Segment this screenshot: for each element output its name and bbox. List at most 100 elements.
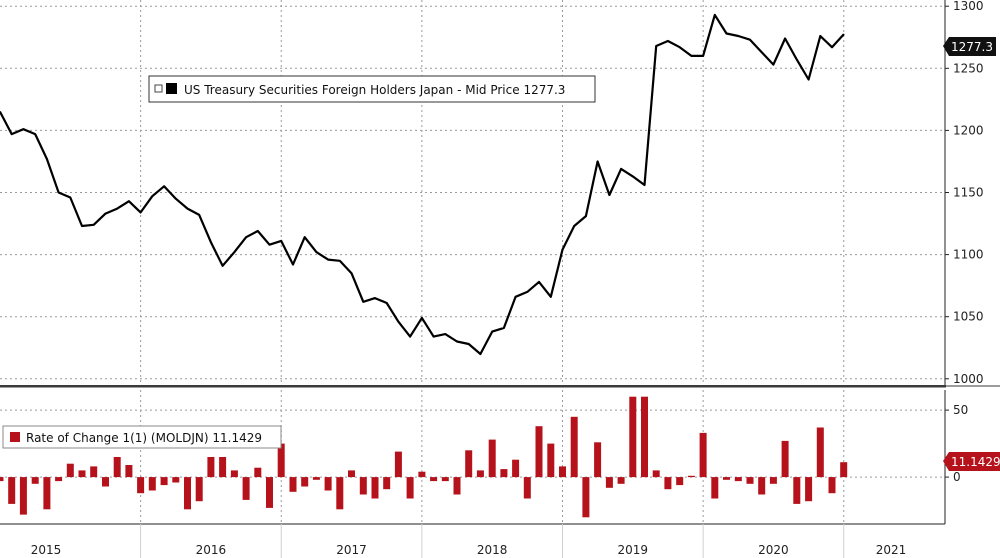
price-legend-label: US Treasury Securities Foreign Holders J… (184, 83, 565, 97)
roc-bar (31, 477, 39, 484)
price-data-point (57, 191, 60, 194)
roc-bar (113, 457, 121, 478)
roc-bar (289, 477, 297, 492)
price-data-point (467, 343, 470, 345)
price-data-point (725, 32, 728, 35)
price-data-point (116, 207, 118, 210)
price-data-point (772, 63, 775, 66)
price-data-point (667, 40, 669, 42)
roc-legend-marker (10, 432, 20, 442)
roc-bar (769, 477, 777, 484)
price-data-point (315, 251, 318, 253)
price-data-point (643, 184, 646, 186)
roc-bar (371, 477, 379, 499)
roc-bar (406, 477, 414, 499)
price-data-point (749, 38, 751, 41)
price-data-point (678, 46, 681, 48)
roc-bar (242, 477, 250, 500)
roc-bar (418, 471, 426, 478)
price-legend-swatch (154, 84, 163, 93)
roc-bar (55, 477, 63, 482)
price-data-point (561, 248, 564, 251)
price-data-point (34, 133, 36, 135)
roc-bar (254, 467, 262, 478)
price-data-point (350, 272, 353, 275)
price-data-point (233, 251, 236, 253)
price-data-point (690, 55, 693, 57)
price-data-point (385, 302, 388, 304)
price-data-point (796, 58, 798, 61)
roc-bar (230, 470, 238, 478)
roc-bar (207, 457, 215, 478)
price-data-point (92, 224, 95, 226)
price-y-tick-label: 1200 (953, 123, 984, 137)
price-data-point (444, 333, 447, 335)
price-y-tick-label: 1100 (953, 248, 984, 262)
roc-bar (547, 443, 555, 478)
roc-bar (535, 426, 543, 478)
price-data-point (807, 78, 810, 81)
roc-bar (687, 475, 695, 478)
roc-bar (676, 477, 684, 486)
roc-bar (723, 477, 730, 480)
roc-legend: Rate of Change 1(1) (MOLDJN) 11.1429 (2, 425, 282, 449)
price-data-point (151, 195, 154, 197)
price-y-axis: 1000 1050 1100 1150 1200 1250 1300 (945, 0, 984, 386)
price-y-tick-label: 1050 (953, 310, 984, 324)
roc-bar (664, 477, 672, 490)
price-data-point (303, 236, 306, 238)
price-data-point (514, 296, 517, 298)
price-data-point (585, 215, 587, 217)
price-data-point (104, 212, 107, 215)
x-tick-label: 2016 (196, 543, 227, 557)
roc-bar (453, 477, 461, 495)
roc-bar (629, 396, 637, 478)
price-tag-shape (943, 37, 996, 56)
price-data-point (608, 194, 611, 196)
roc-bar (125, 465, 133, 478)
roc-bar (78, 470, 86, 478)
roc-bar (348, 470, 355, 478)
price-data-point (655, 45, 657, 47)
roc-bar (102, 477, 109, 487)
roc-bar (184, 477, 191, 510)
roc-bar (66, 463, 74, 478)
price-y-tick-label: 1300 (953, 0, 984, 13)
roc-bar (652, 470, 660, 478)
roc-legend-label: Rate of Change 1(1) (MOLDJN) 11.1429 (26, 431, 262, 445)
roc-legend-box (2, 425, 282, 449)
price-data-point (702, 55, 704, 57)
price-data-point (280, 240, 283, 242)
roc-bar (277, 443, 285, 478)
price-panel: 1000 1050 1100 1150 1200 1250 1300 US Treasury… (0, 0, 996, 386)
roc-bar (394, 451, 402, 478)
roc-bar (137, 477, 145, 494)
price-data-point (10, 133, 13, 135)
roc-bar (805, 477, 813, 502)
price-data-point (257, 230, 259, 232)
price-data-point (46, 158, 48, 160)
roc-bar (266, 477, 273, 508)
price-legend: US Treasury Securities Foreign Holders J… (148, 75, 596, 103)
price-gridlines (0, 0, 945, 385)
roc-bar (734, 477, 742, 482)
price-data-point (292, 263, 294, 266)
price-data-point (714, 14, 716, 16)
roc-bar (195, 477, 203, 502)
price-data-point (573, 225, 575, 227)
price-data-point (139, 211, 142, 214)
price-data-point (632, 175, 634, 178)
price-data-point (175, 197, 177, 200)
roc-bar (816, 427, 824, 478)
roc-bar (559, 466, 566, 478)
roc-bar (793, 477, 801, 504)
roc-bar (90, 466, 98, 478)
price-data-point (456, 340, 458, 343)
roc-bar (0, 477, 4, 482)
roc-bar (359, 477, 367, 495)
roc-bar (594, 442, 602, 478)
price-data-point (210, 241, 212, 243)
price-data-point (128, 200, 130, 202)
roc-bar (488, 439, 496, 478)
